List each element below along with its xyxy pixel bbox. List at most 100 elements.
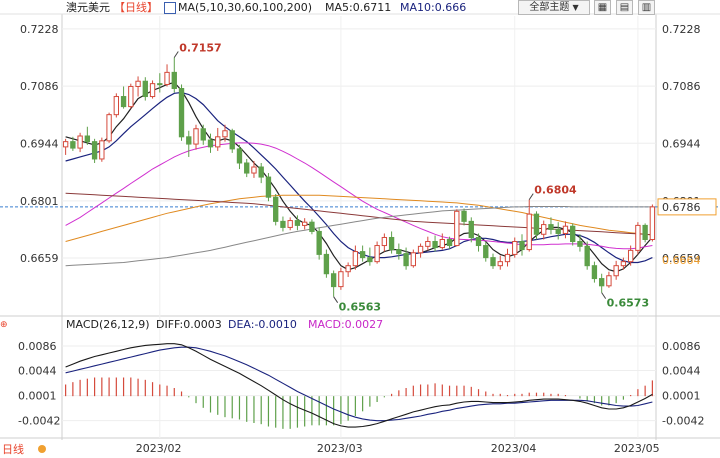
- candle-body: [352, 251, 359, 267]
- theme-dropdown-button[interactable]: 全部主题 ▼: [518, 0, 590, 15]
- y-tick-label-right: 0.7228: [662, 23, 701, 36]
- candle-body: [323, 253, 330, 275]
- candle-body: [367, 257, 373, 263]
- candle-body: [374, 245, 380, 263]
- candle-body: [77, 135, 83, 149]
- candle-body: [345, 265, 351, 273]
- candle-body: [606, 275, 612, 287]
- candle-body: [301, 221, 308, 226]
- candle-body: [316, 230, 322, 255]
- candle-body: [439, 239, 445, 249]
- period-label[interactable]: 【日线】: [114, 1, 158, 14]
- candle-body: [70, 141, 76, 149]
- candle-body: [359, 251, 366, 259]
- candle-body: [497, 261, 503, 267]
- macd-dea: DEA:-0.0010: [228, 318, 297, 331]
- candle-body: [157, 83, 163, 86]
- x-tick-label: 2023/02: [136, 442, 182, 455]
- candle-body: [142, 80, 148, 98]
- list-icon[interactable]: ▤: [616, 0, 633, 15]
- period-tab-daily[interactable]: 日线: [2, 443, 24, 456]
- candle-body: [273, 196, 279, 222]
- candle-body: [62, 141, 69, 148]
- y-tick-label-right: 0.7086: [662, 80, 701, 93]
- candle-body: [555, 228, 561, 234]
- candle-body: [417, 245, 424, 254]
- y-tick-label-left: 0.6801: [20, 195, 59, 208]
- candle-body: [548, 224, 554, 230]
- candle-body: [410, 252, 417, 267]
- macd-y-tick-left: 0.0086: [18, 340, 57, 353]
- candle-body: [403, 253, 409, 267]
- candle-body: [178, 87, 185, 138]
- y-tick-label-right: 0.6659: [662, 252, 701, 265]
- candle-body: [99, 140, 105, 160]
- candle-body: [200, 128, 206, 141]
- candle-body: [627, 249, 634, 263]
- candle-body: [598, 278, 605, 287]
- candle-body: [287, 220, 293, 228]
- symbol-name: 澳元美元: [66, 1, 110, 14]
- y-tick-label-right: 0.6944: [662, 137, 701, 150]
- candle-body: [446, 239, 453, 247]
- price-tag-box: [657, 198, 717, 216]
- macd-params: MACD(26,12,9): [66, 318, 150, 331]
- candle-body: [541, 224, 547, 235]
- candle-body: [490, 257, 496, 267]
- candle-body: [620, 261, 627, 267]
- candle-body: [164, 71, 170, 85]
- macd-y-tick-left: -0.0042: [18, 415, 60, 428]
- candle-body: [149, 83, 156, 98]
- candle-body: [396, 249, 402, 255]
- candle-body: [280, 220, 286, 228]
- candle-body: [294, 220, 301, 226]
- candle-body: [591, 265, 598, 280]
- candle-body: [229, 130, 235, 150]
- y-tick-label-left: 0.7086: [20, 80, 59, 93]
- candle-body: [526, 213, 532, 251]
- chevron-down-icon: ▼: [572, 3, 579, 12]
- annotation-pointer: [528, 193, 534, 200]
- candle-body: [251, 166, 257, 174]
- candle-body: [504, 253, 511, 263]
- candle-body: [91, 141, 98, 160]
- grid-icon[interactable]: ▦: [594, 0, 611, 15]
- price-tag-label: 0.6664: [662, 254, 701, 267]
- annotation-label-high: 0.6804: [534, 184, 577, 197]
- macd-value: MACD:0.0027: [308, 318, 384, 331]
- candle-body: [135, 80, 141, 87]
- annotation-label-low: 0.6573: [607, 297, 649, 310]
- candle-body: [454, 210, 460, 247]
- x-tick-label: 2023/03: [317, 442, 363, 455]
- macd-diff-line: [65, 343, 653, 428]
- ma-line-ma30: [65, 142, 653, 250]
- x-tick-label: 2023/04: [491, 442, 537, 455]
- candle-body: [468, 220, 474, 238]
- macd-diff: DIFF:0.0003: [156, 318, 222, 331]
- candle-body: [215, 136, 221, 148]
- candle-body: [84, 135, 91, 143]
- ma-line-ma60: [65, 194, 653, 242]
- chart-type-icon[interactable]: [164, 2, 176, 14]
- macd-y-tick-right: 0.0086: [662, 340, 701, 353]
- crosshair-icon[interactable]: ⊕: [0, 320, 8, 330]
- scroll-handle[interactable]: [38, 445, 46, 453]
- candle-body: [381, 236, 388, 247]
- candle-body: [432, 241, 438, 249]
- ma-line-ma5: [65, 81, 653, 273]
- candle-body: [330, 273, 337, 288]
- candle-body: [338, 271, 344, 288]
- candle-body: [258, 166, 264, 178]
- candle-body: [171, 71, 177, 89]
- y-tick-label-left: 0.6659: [20, 252, 59, 265]
- candle-body: [244, 162, 250, 174]
- candle-body: [186, 136, 192, 145]
- macd-y-tick-left: 0.0001: [18, 390, 57, 403]
- candle-body: [570, 225, 576, 243]
- candle-body: [106, 114, 112, 142]
- candle-body: [461, 210, 467, 222]
- annotation-pointer: [333, 296, 339, 303]
- chart-icon[interactable]: ▥: [638, 0, 655, 15]
